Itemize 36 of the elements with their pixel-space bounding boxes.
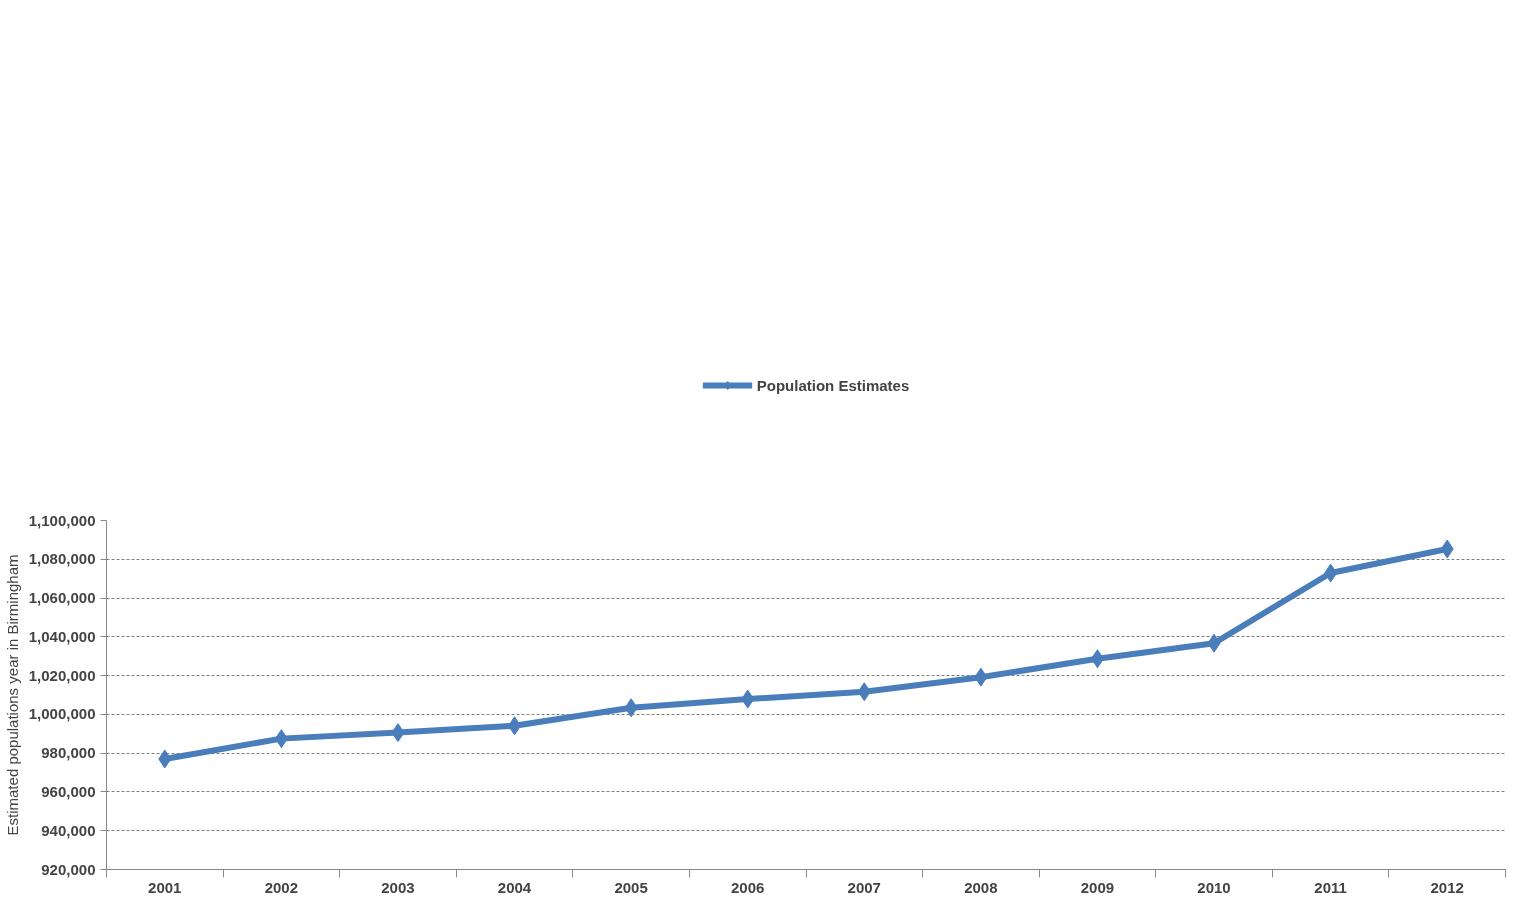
y-tick-label: 1,020,000 bbox=[28, 666, 96, 684]
y-tick-label: 1,100,000 bbox=[28, 511, 96, 529]
x-tick-label: 2001 bbox=[148, 878, 182, 896]
y-tick-label: 980,000 bbox=[41, 744, 96, 762]
point bbox=[1207, 633, 1221, 653]
y-tick-label: 1,000,000 bbox=[28, 705, 96, 723]
x-tick-label: 2011 bbox=[1314, 878, 1347, 896]
y-tick-label: 960,000 bbox=[41, 782, 96, 800]
x-tick-label: 2006 bbox=[731, 878, 765, 896]
point bbox=[1440, 539, 1454, 559]
legend-label: Population Estimates bbox=[756, 376, 910, 394]
point bbox=[1090, 649, 1104, 669]
y-axis-title: Estimated populations year in Birmingham bbox=[3, 554, 21, 836]
y-tick-label: 1,060,000 bbox=[28, 589, 96, 607]
y-tick-label: 1,040,000 bbox=[28, 627, 96, 645]
point bbox=[508, 716, 522, 736]
y-tick-label: 920,000 bbox=[41, 860, 96, 878]
point bbox=[1324, 563, 1338, 583]
x-tick-label: 2004 bbox=[497, 878, 532, 896]
point bbox=[391, 723, 405, 743]
x-tick-label: 2010 bbox=[1197, 878, 1231, 896]
point bbox=[158, 749, 172, 769]
point bbox=[974, 667, 988, 687]
x-tick-label: 2005 bbox=[614, 878, 648, 896]
x-tick-label: 2002 bbox=[264, 878, 299, 896]
x-tick-label: 2008 bbox=[964, 878, 998, 896]
y-tick-label: 1,080,000 bbox=[28, 550, 96, 568]
point bbox=[857, 682, 871, 702]
x-tick-label: 2009 bbox=[1080, 878, 1115, 896]
x-tick-label: 2007 bbox=[847, 878, 881, 896]
y-tick-label: 940,000 bbox=[41, 821, 96, 839]
x-tick-label: 2012 bbox=[1430, 878, 1464, 896]
x-tick-label: 2003 bbox=[381, 878, 415, 896]
point bbox=[741, 689, 755, 709]
point bbox=[274, 729, 288, 749]
point bbox=[624, 698, 638, 718]
